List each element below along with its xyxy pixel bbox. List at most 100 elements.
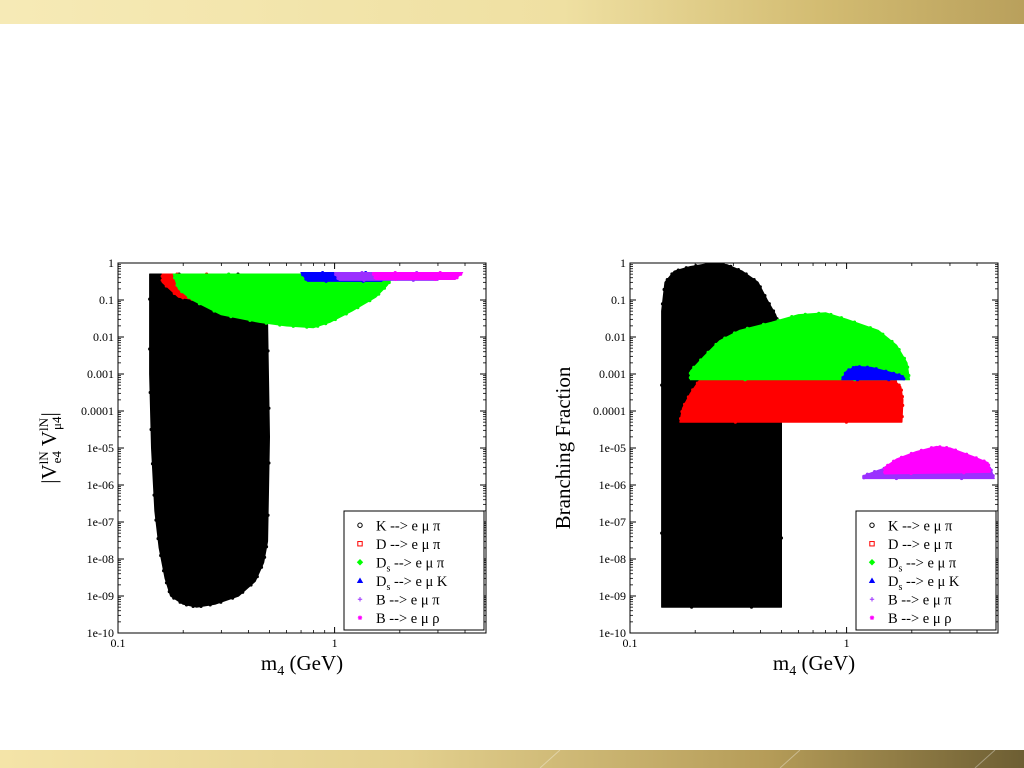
series-point-0 <box>241 590 245 594</box>
series-point-0 <box>167 590 171 594</box>
series-point-0 <box>266 349 270 353</box>
series-point-1 <box>897 383 901 387</box>
legend-marker <box>357 541 363 547</box>
series-point-1 <box>900 415 904 419</box>
series-point-5 <box>974 456 978 460</box>
legend-label: Ds --> e μ K <box>888 574 960 593</box>
series-point-0 <box>684 266 688 270</box>
legend-marker <box>356 559 364 566</box>
series-point-2 <box>706 350 710 354</box>
y-tick-label: 1e-06 <box>599 478 626 492</box>
series-point-1 <box>695 381 699 385</box>
series-point-3 <box>874 367 878 371</box>
series-point-4 <box>334 272 338 277</box>
series-point-2 <box>699 358 703 362</box>
x-tick-label: 1 <box>332 636 338 650</box>
series-point-0 <box>694 264 698 268</box>
legend-marker <box>869 541 875 547</box>
series-point-2 <box>761 322 766 326</box>
legend-label: D --> e μ π <box>888 537 953 553</box>
series-point-5 <box>883 467 887 471</box>
series-point-0 <box>660 531 664 535</box>
series-point-0 <box>178 600 182 604</box>
legend-label: Ds --> e μ K <box>376 574 448 593</box>
series-point-0 <box>148 347 152 351</box>
x-tick-label: 0.1 <box>623 636 638 650</box>
series-point-0 <box>690 605 694 609</box>
legend-label: B --> e μ π <box>888 592 952 608</box>
series-point-2 <box>227 272 231 276</box>
y-tick-label: 0.001 <box>599 367 626 381</box>
series-point-0 <box>164 581 169 585</box>
footer-band-lines <box>539 750 996 768</box>
series-point-2 <box>229 315 233 319</box>
series-point-0 <box>267 406 271 410</box>
series-point-0 <box>779 536 783 540</box>
series-point-3 <box>321 271 325 275</box>
series-point-0 <box>172 596 176 600</box>
series-point-2 <box>368 299 372 303</box>
series-point-0 <box>199 604 203 608</box>
y-tick-label: 1e-07 <box>87 515 114 529</box>
series-point-5 <box>929 446 934 450</box>
series-point-0 <box>736 268 740 272</box>
series-point-2 <box>852 320 857 324</box>
series-point-2 <box>692 365 696 369</box>
series-point-2 <box>180 290 184 294</box>
legend: K --> e μ π D --> e μ π Ds --> e μ πDs -->… <box>855 510 997 631</box>
series-point-1 <box>900 395 904 399</box>
series-point-0 <box>752 278 756 282</box>
series-point-3 <box>301 273 305 277</box>
series-region-2 <box>172 273 396 329</box>
series-point-5 <box>433 277 437 281</box>
y-tick-label: 1 <box>108 256 114 270</box>
series-point-0 <box>219 600 223 604</box>
y-tick-label: 1e-08 <box>87 552 114 566</box>
legend-marker <box>357 522 363 528</box>
series-point-4 <box>873 470 877 474</box>
legend-marker <box>868 577 876 583</box>
series-point-4 <box>362 278 366 282</box>
series-point-2 <box>732 331 737 335</box>
series-point-3 <box>892 371 896 375</box>
header-band <box>0 0 1024 24</box>
series-point-4 <box>862 476 866 480</box>
series-point-0 <box>152 493 156 497</box>
series-point-2 <box>776 318 780 322</box>
legend-label: Ds --> e μ π <box>888 555 957 574</box>
series-point-2 <box>248 318 252 322</box>
series-point-2 <box>897 348 901 352</box>
y-tick-label: 0.01 <box>605 330 626 344</box>
series-point-4 <box>360 271 364 275</box>
x-axis-label: m4 (GeV) <box>261 651 343 679</box>
legend-box <box>855 510 997 631</box>
x-tick-label: 0.1 <box>111 636 126 650</box>
series-point-4 <box>991 474 995 478</box>
series-point-0 <box>154 518 158 522</box>
series-point-1 <box>733 420 737 424</box>
series-point-1 <box>691 388 695 392</box>
series-point-0 <box>148 390 152 395</box>
series-point-0 <box>758 285 762 289</box>
series-point-0 <box>665 278 669 282</box>
series-point-5 <box>373 276 377 280</box>
series-region-1 <box>679 379 904 423</box>
series-point-5 <box>988 468 992 472</box>
series-point-2 <box>175 283 179 287</box>
series-point-2 <box>790 315 794 319</box>
y-axis-label: Branching Fraction <box>551 366 575 529</box>
series-point-5 <box>965 452 969 456</box>
y-tick-label: 1e-05 <box>87 441 114 455</box>
legend-marker <box>357 597 363 602</box>
series-point-2 <box>745 326 749 330</box>
footer-band <box>0 750 1024 768</box>
series-point-4 <box>894 476 898 481</box>
legend-label: B --> e μ ρ <box>888 611 951 627</box>
series-point-5 <box>909 471 913 476</box>
series-point-2 <box>324 322 328 326</box>
series-point-0 <box>266 513 270 517</box>
series-point-3 <box>900 375 905 379</box>
series-point-2 <box>291 324 295 328</box>
legend-marker <box>869 522 875 528</box>
series-point-0 <box>771 309 776 313</box>
